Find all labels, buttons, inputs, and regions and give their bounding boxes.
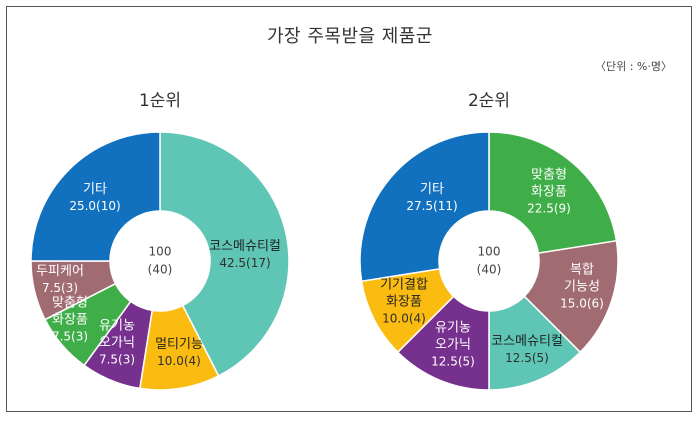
chart2-slice-6-value: 27.5(11) (406, 199, 457, 213)
chart2-slice-4-label: 오가닉 (435, 338, 471, 353)
chart1-center-total-1: 100 (149, 245, 172, 259)
chart2-slice-3-value: 12.5(5) (505, 351, 549, 365)
unit-note: 〈단위 : %·명〉 (594, 60, 672, 73)
chart2-subtitle: 2순위 (467, 91, 511, 111)
chart2-slice-1-label: 맞춤형 (531, 168, 567, 183)
chart1-slice-4-label: 맞춤형 (52, 296, 88, 311)
chart1-slice-6 (30, 131, 161, 262)
chart1-slice-3-label: 유기농 (99, 319, 135, 334)
chart2-slice-2-value: 15.0(6) (560, 297, 604, 311)
chart1-slice-3-label: 오가닉 (99, 336, 135, 351)
chart2-slice-4-value: 12.5(5) (431, 355, 475, 369)
chart1-slice-4-label: 화장품 (52, 313, 88, 328)
chart2-slice-6-label: 기타 (420, 182, 444, 197)
chart2-slice-1-value: 22.5(9) (527, 202, 571, 216)
chart2-slice-5-value: 10.0(4) (382, 312, 426, 326)
chart1-slice-6-value: 25.0(10) (69, 199, 120, 213)
chart1-subtitle: 1순위 (138, 91, 182, 111)
chart2-slice-1 (488, 131, 618, 255)
chart2-slice-2-label: 기능성 (564, 280, 600, 295)
chart1-slice-5-label: 두피케어 (36, 264, 84, 279)
chart1-slice-1 (159, 131, 290, 377)
chart1-slice-1-value: 42.5(17) (219, 256, 270, 270)
chart1-slice-5-value: 7.5(3) (42, 281, 78, 295)
chart2-slice-2-label: 복합 (570, 263, 594, 278)
chart2-slice-5-label: 기기결합 (380, 278, 428, 293)
chart1-slice-1-label: 코스메슈티컬 (209, 239, 281, 254)
chart1-slice-3-value: 7.5(3) (99, 353, 135, 367)
chart1-slice-6-label: 기타 (83, 182, 107, 197)
chart2-slice-1-label: 화장품 (531, 185, 567, 200)
chart1-slice-2-value: 10.0(4) (157, 354, 201, 368)
chart2-slice-2 (523, 239, 619, 354)
chart1-slice-4-value: 7.5(3) (52, 330, 88, 344)
chart1-slice-2-label: 멀티기능 (155, 337, 203, 352)
chart2-slice-3-label: 코스메슈티컬 (491, 334, 563, 349)
chart2-slice-6 (359, 131, 490, 283)
chart1-center-total-2: (40) (148, 263, 173, 277)
chart2-slice-5-label: 화장품 (386, 295, 422, 310)
chart2-slice-4-label: 유기농 (435, 321, 471, 336)
chart2-center-total-2: (40) (477, 263, 502, 277)
chart2-center-total-1: 100 (478, 245, 501, 259)
chart-title: 가장 주목받을 제품군 (267, 26, 433, 47)
